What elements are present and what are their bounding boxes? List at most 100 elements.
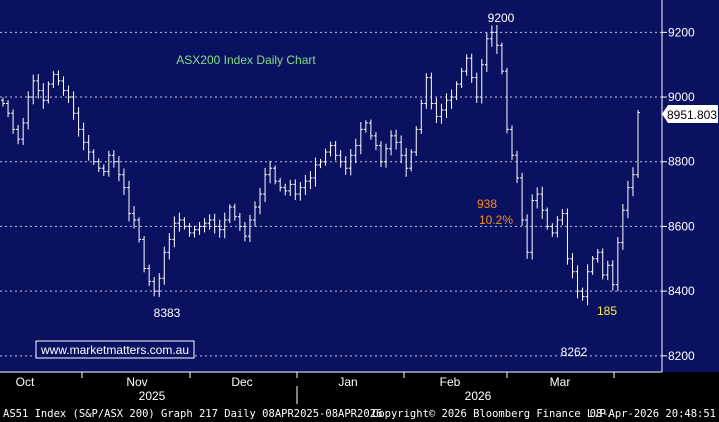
ohlc-bar: [434, 97, 439, 124]
ohlc-bar: [494, 24, 499, 54]
ohlc-bar: [252, 201, 257, 227]
ohlc-bar: [363, 120, 368, 133]
ohlc-bar: [167, 233, 172, 260]
ohlc-bar: [202, 218, 207, 233]
ohlc-bar: [76, 107, 81, 137]
ohlc-bar: [101, 164, 106, 176]
price-bars: [1, 24, 640, 306]
ohlc-bar: [384, 143, 389, 168]
y-tick-label: 9000: [668, 90, 695, 104]
plot-background: [0, 0, 719, 372]
ohlc-bar: [197, 221, 202, 235]
ohlc-bar: [444, 93, 449, 118]
ohlc-bar: [142, 236, 147, 273]
ohlc-bar: [247, 214, 252, 243]
annotations: 9200 8383 8262 938 10.2% 185: [154, 11, 618, 359]
ohlc-bar: [106, 150, 111, 177]
ohlc-bar: [61, 76, 66, 96]
x-month-label: Nov: [126, 375, 147, 389]
y-tick-label: 8200: [668, 349, 695, 363]
y-tick-label: 9200: [668, 25, 695, 39]
ohlc-bar: [570, 253, 575, 279]
ohlc-bar: [36, 74, 41, 99]
ohlc-bar: [16, 124, 21, 145]
x-month-label: Dec: [231, 375, 252, 389]
ohlc-bar: [484, 32, 489, 72]
ohlc-bar: [242, 221, 247, 242]
ohlc-bar: [121, 168, 126, 195]
y-tick-label: 8800: [668, 155, 695, 169]
ohlc-bar: [469, 53, 474, 83]
ohlc-bar: [177, 212, 182, 232]
ohlc-bar: [565, 208, 570, 265]
ohlc-bar: [11, 109, 16, 134]
watermark-text: www.marketmatters.com.au: [40, 343, 189, 357]
ohlc-bar: [610, 260, 615, 291]
ohlc-bar: [399, 135, 404, 164]
watermark-frame: [35, 340, 195, 359]
ohlc-bar: [378, 141, 383, 167]
ohlc-bar: [21, 117, 26, 145]
ohlc-bar: [273, 165, 278, 185]
ohlc-bar: [86, 134, 91, 161]
ohlc-bar: [152, 276, 157, 297]
ohlc-bar: [263, 167, 268, 203]
ohlc-bar: [111, 150, 116, 168]
ohlc-bar: [258, 187, 263, 215]
ohlc-bar: [515, 150, 520, 184]
ohlc-bar: [525, 214, 530, 259]
annotation-label: 185: [597, 304, 617, 318]
ohlc-bar: [389, 130, 394, 156]
ohlc-bar: [429, 72, 434, 110]
y-tick-label: 8600: [668, 219, 695, 233]
last-price-value: 8951.803: [667, 108, 717, 122]
ohlc-bar: [318, 159, 323, 169]
ohlc-bar: [81, 122, 86, 151]
ohlc-bar: [474, 72, 479, 103]
ohlc-bar: [41, 83, 46, 109]
x-month-label: Jan: [338, 375, 357, 389]
ohlc-bar: [343, 156, 348, 175]
ohlc-bar: [323, 148, 328, 166]
ohlc-bar: [31, 74, 36, 105]
ohlc-bar: [66, 85, 71, 103]
ohlc-bar: [600, 248, 605, 280]
ohlc-bar: [222, 212, 227, 239]
ohlc-bar: [162, 246, 167, 285]
ohlc-bar: [172, 216, 177, 248]
ohlc-bar: [333, 141, 338, 161]
annotation-label: 8262: [561, 345, 588, 359]
ohlc-bar: [409, 149, 414, 172]
ohlc-bar: [545, 207, 550, 230]
ohlc-bar: [605, 260, 610, 281]
ohlc-bar: [404, 147, 409, 177]
ohlc-bar: [358, 122, 363, 155]
ohlc-bar: [530, 194, 535, 260]
ohlc-bar: [237, 212, 242, 231]
ohlc-bar: [580, 287, 585, 301]
ohlc-bar: [26, 91, 31, 130]
ohlc-bar: [414, 126, 419, 156]
ohlc-bar: [303, 174, 308, 195]
ohlc-bar: [298, 181, 303, 201]
ohlc-bar: [630, 167, 635, 197]
x-month-label: Mar: [550, 375, 571, 389]
x-year-label: 2026: [465, 389, 492, 403]
ohlc-bar: [625, 180, 630, 219]
ohlc-bar: [1, 97, 5, 107]
footer-security: AS51 Index (S&P/ASX 200) Graph 217 Daily…: [3, 408, 382, 420]
ohlc-bar: [56, 70, 61, 86]
footer-copyright: Copyright© 2026 Bloomberg Finance L.P.: [372, 408, 612, 420]
ohlc-bar: [348, 149, 353, 176]
ohlc-bar: [187, 223, 192, 237]
annotation-label: 9200: [488, 11, 515, 25]
ohlc-bar: [585, 264, 590, 306]
ohlc-bar: [419, 99, 424, 134]
ohlc-bar: [126, 180, 131, 222]
footer-timestamp: 08-Apr-2026 20:48:51: [590, 408, 716, 420]
ohlc-bar: [560, 209, 565, 226]
ohlc-bar: [71, 91, 76, 120]
ohlc-bar: [96, 158, 101, 173]
ohlc-bar: [6, 100, 11, 118]
ohlc-bar: [479, 59, 484, 104]
